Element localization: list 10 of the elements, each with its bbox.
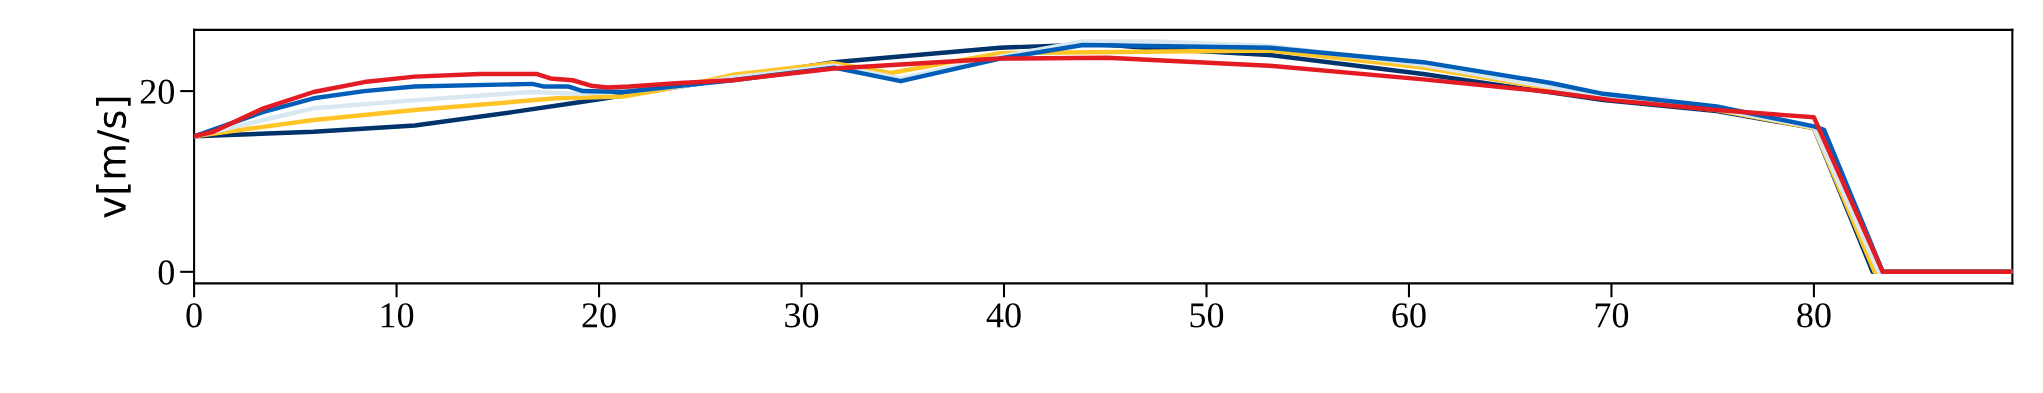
x-tick-label: 30 (785, 303, 819, 328)
x-tick-label: 10 (381, 303, 414, 328)
x-tick-label: 50 (1190, 303, 1224, 328)
x-tick-label: 60 (1392, 303, 1426, 328)
x-tick-label: 20 (582, 303, 616, 328)
y-axis-title: v[m/s] (96, 97, 131, 218)
x-tick-label: 80 (1797, 303, 1831, 328)
x-tick-label: 40 (986, 303, 1021, 328)
x-tick-label: 70 (1595, 303, 1629, 328)
x-tick-label: 0 (186, 303, 202, 328)
